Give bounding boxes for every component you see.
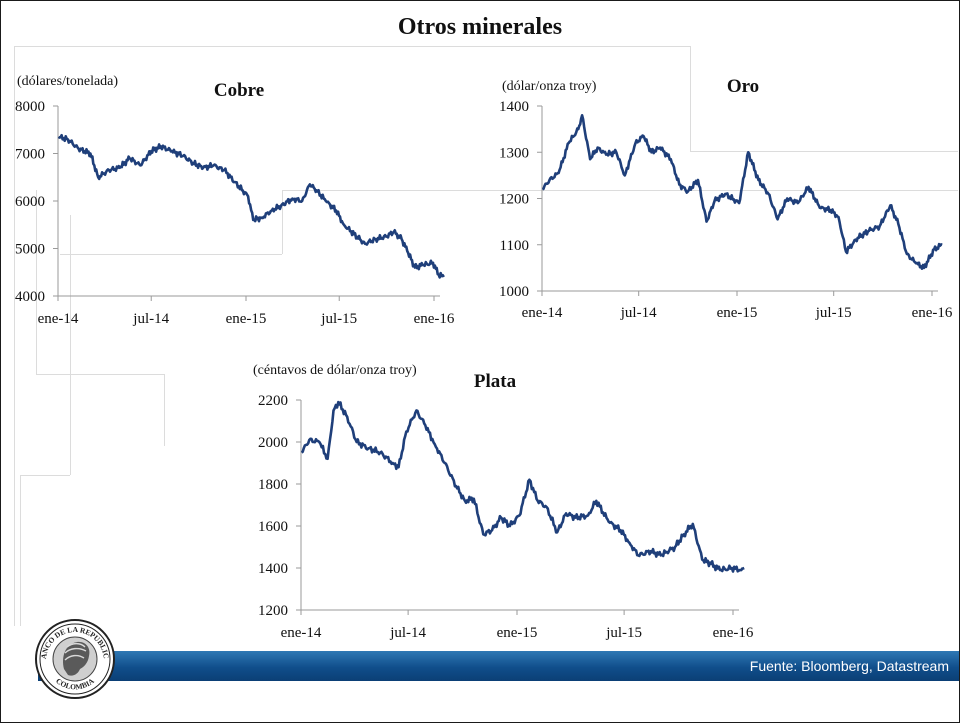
- decor-line: [14, 46, 690, 47]
- decor-line: [164, 374, 165, 446]
- chart-axes: [53, 105, 440, 301]
- decor-line: [20, 475, 21, 626]
- footer-bar: Fuente: Bloomberg, Datastream: [38, 651, 959, 681]
- chart-tick-labels: 4000 5000 6000 7000 8000 ene-14 jul-14 ene-15 ju…: [15, 99, 455, 327]
- y-tick-label: 2000: [258, 435, 288, 451]
- decor-line: [282, 190, 283, 254]
- y-tick-label: 1400: [258, 561, 288, 577]
- chart-series-line: [542, 114, 943, 270]
- decor-line: [70, 215, 71, 475]
- x-tick-label: ene-14: [38, 311, 79, 327]
- banco-de-la-republica-logo: BANCO DE LA REPUBLICA COLOMBIA: [34, 617, 115, 699]
- y-tick-label: 1800: [258, 477, 288, 493]
- chart-plata: (céntavos de dólar/onza troy) Plata 1200…: [253, 363, 754, 641]
- x-tick-label: ene-15: [226, 311, 267, 327]
- x-tick-label: jul-15: [605, 625, 642, 641]
- page-title: Otros minerales: [397, 14, 563, 40]
- svg-text:COLOMBIA: COLOMBIA: [54, 676, 96, 692]
- x-tick-label: jul-15: [815, 305, 852, 321]
- decor-line: [690, 46, 691, 151]
- y-tick-label: 1300: [499, 145, 529, 161]
- decor-line: [36, 190, 37, 374]
- decor-line: [20, 475, 70, 476]
- chart-tick-labels: 1200 1400 1600 1800 2000 2200 ene-14 jul-14 ene-…: [258, 393, 754, 641]
- chart-series-line: [57, 133, 445, 279]
- x-tick-label: jul-14: [620, 305, 657, 321]
- y-tick-label: 1000: [499, 284, 529, 300]
- chart-axes: [537, 105, 938, 296]
- y-tick-label: 2200: [258, 393, 288, 409]
- y-tick-label: 1100: [500, 238, 529, 254]
- x-tick-label: jul-14: [132, 311, 169, 327]
- chart-cobre: (dólares/tonelada) Cobre 4000 5000 6000 700…: [15, 74, 455, 327]
- y-tick-label: 7000: [15, 147, 45, 163]
- chart-unit-label: (céntavos de dólar/onza troy): [253, 363, 417, 378]
- x-tick-label: jul-14: [389, 625, 426, 641]
- chart-title: Cobre: [214, 80, 264, 101]
- y-tick-label: 5000: [15, 242, 45, 258]
- y-tick-label: 4000: [15, 289, 45, 305]
- x-tick-label: ene-16: [912, 305, 953, 321]
- source-note: Fuente: Bloomberg, Datastream: [749, 658, 949, 674]
- chart-title: Oro: [727, 76, 759, 97]
- logo-text-bottom: COLOMBIA: [54, 676, 96, 692]
- chart-unit-label: (dólar/onza troy): [502, 79, 597, 94]
- decor-line: [282, 190, 958, 191]
- x-tick-label: ene-14: [281, 625, 322, 641]
- y-tick-label: 1200: [258, 603, 288, 619]
- y-tick-label: 1200: [499, 192, 529, 208]
- chart-axes: [296, 399, 739, 615]
- chart-series-line: [300, 400, 745, 573]
- chart-tick-labels: 1000 1100 1200 1300 1400 ene-14 jul-14 ene-15 ju…: [499, 99, 953, 321]
- y-tick-label: 1400: [499, 99, 529, 115]
- x-tick-label: ene-16: [713, 625, 754, 641]
- chart-title: Plata: [474, 371, 517, 392]
- y-tick-label: 6000: [15, 194, 45, 210]
- decor-line: [60, 254, 282, 255]
- y-tick-label: 8000: [15, 99, 45, 115]
- y-tick-label: 1600: [258, 519, 288, 535]
- decor-line: [690, 151, 958, 152]
- x-tick-label: ene-16: [414, 311, 455, 327]
- decor-line: [14, 46, 15, 626]
- x-tick-label: jul-15: [320, 311, 357, 327]
- x-tick-label: ene-14: [522, 305, 563, 321]
- chart-oro: (dólar/onza troy) Oro 1000 1100 1200 1300 14…: [499, 76, 953, 321]
- chart-unit-label: (dólares/tonelada): [17, 74, 118, 89]
- x-tick-label: ene-15: [717, 305, 758, 321]
- decor-line: [36, 374, 164, 375]
- x-tick-label: ene-15: [497, 625, 538, 641]
